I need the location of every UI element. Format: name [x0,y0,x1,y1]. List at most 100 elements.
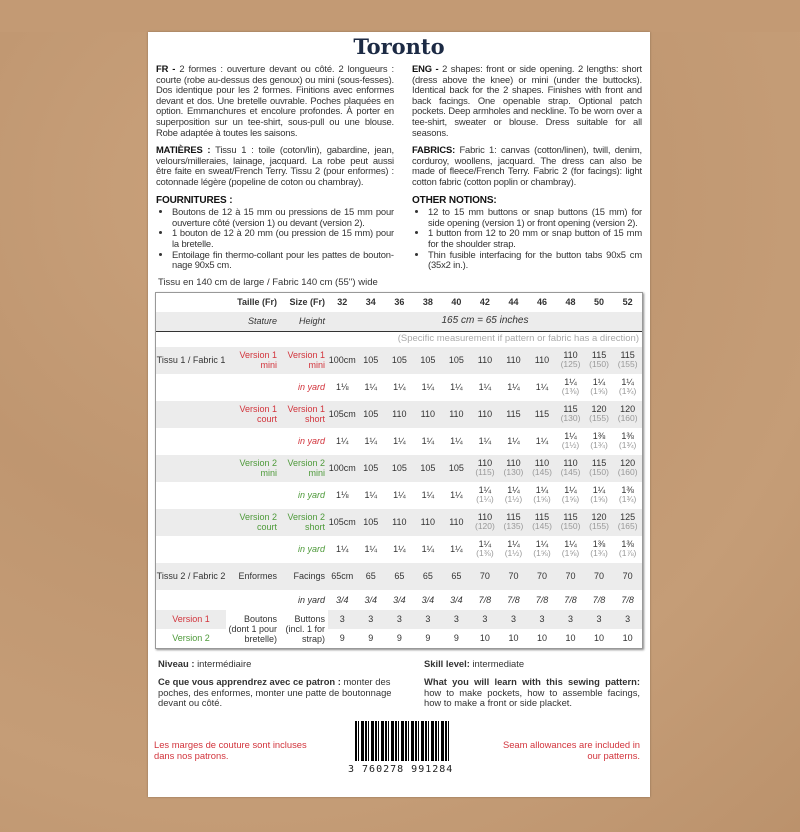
table-cell: 70 [499,563,528,590]
table-cell: 7/8 [585,590,614,610]
cell-value: 110 [420,517,436,528]
table-cell: 70 [556,563,585,590]
table-cell: 3 [613,609,642,629]
table-cell: 110 [471,347,500,374]
table-cell: 10 [594,633,605,644]
list-item: Entoilage fin thermo-collant pour les pa… [172,249,394,271]
cell-value: 110 [449,409,464,420]
version-fr-label [226,482,280,509]
fr-materials-label: MATIÈRES : [156,144,211,156]
buttons-version-label: Version 2 [172,633,210,644]
table-cell: 105 [414,347,443,374]
list-item: Boutons de 12 à 15 mm ou pressions de 15… [172,206,394,228]
version-fr-label: Version 1 court [239,404,277,425]
table-cell: 3 [442,609,471,629]
cell-value: 1⅜ [592,539,606,550]
table-cell: 115 (150) [585,455,614,482]
french-column: FR - 2 formes : ouverture devant ou côté… [156,63,394,271]
cell-alt-value: (135) [503,521,524,532]
cell-alt-value: (1⅝) [561,494,580,505]
cell-value: 1⅜ [592,431,606,442]
cell-alt-value: (120) [475,521,495,532]
cell-value: 1¼ [421,436,435,447]
version-fr-label [226,536,280,563]
page-title: Toronto [353,34,445,59]
cell-value: 1¼ [535,485,549,496]
table-cell: 1¼ [414,482,443,509]
cell-value: 1¼ [336,436,349,447]
list-item: 1 bouton de 12 à 20 mm (ou pression de 1… [172,227,394,249]
cell-alt-value: (1⅜) [476,548,494,559]
table-cell: 110 [414,401,443,428]
table-cell: 1¼ [471,374,500,401]
size-header: 36 [394,297,405,308]
cell-value: 7/8 [507,594,520,605]
cell-value: 70 [622,571,633,582]
cell-alt-value: (145) [532,521,552,532]
fabric-group-label [156,509,226,536]
version-en-label: in yard [297,544,325,555]
cell-value: 3/4 [393,594,406,605]
cell-value: 1¼ [393,436,406,447]
table-cell: 110 [442,401,471,428]
fabric-group-label [156,536,226,563]
table-cell: 120 (160) [613,401,642,428]
cell-value: 1¼ [336,544,349,555]
table-cell: 1¼ (1⅝) [528,536,557,563]
fabric-group-label: Tissu 1 / Fabric 1 [156,355,226,366]
table-cell: 1¼ [357,428,386,455]
cell-value: 105 [448,463,464,474]
table-cell: 120 (160) [613,455,642,482]
cell-value: 65cm [331,571,354,582]
cell-value: 1¼ [592,377,606,388]
cell-value: 3/4 [364,594,378,605]
cell-value: 120 [591,512,607,523]
cell-value: 105cm [328,409,356,420]
en-intro: 2 shapes: front or side opening. 2 lengt… [412,63,642,138]
table-cell: 9 [396,633,402,644]
table-cell: 1¼ [471,428,500,455]
fabric-group-label: Tissu 2 / Fabric 2 [156,571,226,582]
english-column: ENG - 2 shapes: front or side opening. 2… [412,63,642,271]
en-materials-label: FABRICS: [412,144,456,156]
table-cell: 10 [565,633,576,644]
table-cell: 1⅜ (1¾) [613,428,642,455]
table-cell: 70 [471,563,500,590]
table-cell: 1¼ (1¾) [613,374,642,401]
cell-alt-value: (130) [503,467,524,478]
fabric-group-label [156,455,226,482]
table-cell: 1¼ (1⅜) [556,374,585,401]
cell-value: 1¼ [393,382,406,393]
cell-value: 105 [363,517,379,528]
table-cell: 3/4 [414,590,443,610]
table-cell: 1¼ (1⅜) [471,536,500,563]
table-cell: 1¼ [442,536,471,563]
table-cell: 100cm [328,347,357,374]
version-fr-label [226,374,280,401]
table-row: Tissu 1 / Fabric 1 Version 1 mini Version … [156,346,642,374]
version-en-label: Version 2 mini [287,458,325,479]
cell-alt-value: (1¾) [590,548,608,559]
table-cell: 110 (145) [528,455,557,482]
cell-value: 100cm [328,355,356,366]
table-cell: 10 [622,633,633,644]
cell-alt-value: (1¾) [618,386,637,397]
table-cell: 1¼ [357,536,386,563]
cell-value: 120 [591,404,607,415]
table-cell: 105 [442,455,471,482]
cell-value: 1¼ [621,377,634,388]
table-cell: 7/8 [471,590,500,610]
table-cell: 115 (150) [556,509,585,536]
cell-value: 125 [620,512,636,523]
cell-value: 110 [534,458,550,469]
cell-value: 1¼ [507,485,520,496]
table-cell: 7/8 [556,590,585,610]
cell-value: 1¼ [564,485,577,496]
table-cell: 10 [479,633,490,644]
cell-value: 110 [449,517,464,528]
table-row: Version 2 mini Version 2 mini 100cm 105 105 1… [156,454,642,482]
cell-value: 7/8 [621,594,634,605]
cell-alt-value: (150) [589,467,609,478]
table-cell: 1¼ [357,482,386,509]
cell-value: 1⅛ [336,490,349,501]
